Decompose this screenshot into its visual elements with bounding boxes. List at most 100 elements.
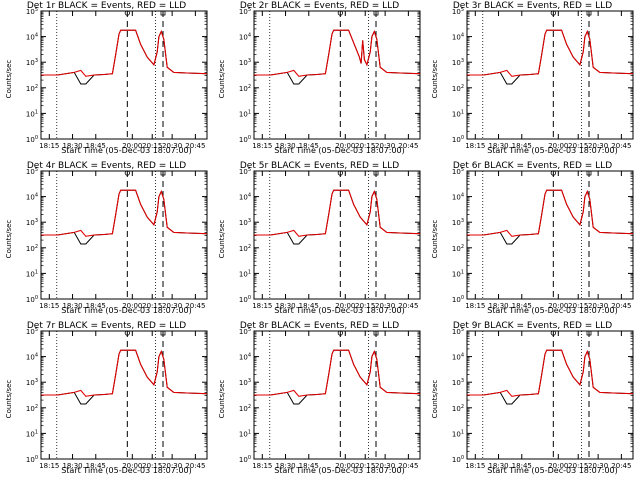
- y-axis-label: Counts/sec: [218, 379, 226, 419]
- x-tick-label: 18:15: [465, 142, 485, 150]
- y-tick-label: 105: [452, 327, 464, 336]
- y-tick-label: 102: [239, 84, 251, 93]
- y-tick-label: 105: [452, 7, 464, 16]
- y-tick-label: 105: [26, 167, 38, 176]
- y-tick-exponent: 2: [35, 244, 38, 250]
- y-tick-label: 104: [452, 193, 464, 202]
- x-tick-label: 18:30: [275, 302, 295, 310]
- y-tick-label: 101: [239, 109, 251, 118]
- series-events-line: [41, 349, 208, 405]
- series-events-line: [467, 349, 634, 405]
- x-tick-label: 20:00: [122, 462, 142, 470]
- y-tick-label: 101: [452, 269, 464, 278]
- x-tick-label: 20:45: [185, 302, 205, 310]
- x-tick-label: 20:15: [355, 302, 375, 310]
- y-tick-label: 102: [239, 404, 251, 413]
- y-tick-label: 103: [26, 218, 38, 227]
- chart-title: Det 5r BLACK = Events, RED = LLD: [239, 161, 400, 171]
- x-tick-label: 20:30: [375, 302, 395, 310]
- x-tick-label: 18:15: [252, 142, 272, 150]
- y-tick-exponent: 3: [461, 378, 464, 384]
- event-marker-d: [586, 330, 592, 336]
- y-tick-label: 103: [452, 58, 464, 67]
- y-tick-exponent: 5: [35, 167, 38, 173]
- event-marker-d: [586, 170, 592, 176]
- event-marker-s: [550, 170, 556, 176]
- chart-panel-6: 100 101 102 103 104 105 18:15 18:30 18:45 20:00 20…: [426, 160, 639, 320]
- y-tick-label: 105: [26, 7, 38, 16]
- y-tick-label: 104: [26, 33, 38, 42]
- y-tick-exponent: 1: [461, 269, 464, 275]
- x-tick-label: 18:45: [512, 142, 532, 150]
- y-axis-label: Counts/sec: [431, 59, 439, 99]
- x-tick-label: 18:45: [299, 462, 319, 470]
- y-axis-label: Counts/sec: [431, 379, 439, 419]
- y-tick-exponent: 3: [248, 218, 251, 224]
- x-tick-label: 18:30: [62, 462, 82, 470]
- x-tick-label: 18:15: [39, 302, 59, 310]
- x-tick-label: 18:45: [86, 142, 106, 150]
- chart-title: Det 1r BLACK = Events, RED = LLD: [26, 1, 187, 11]
- chart-title: Det 3r BLACK = Events, RED = LLD: [452, 1, 613, 11]
- chart-panel-7: 100 101 102 103 104 105 18:15 18:30 18:45 20:00 20…: [0, 320, 213, 480]
- y-tick-exponent: 4: [461, 193, 464, 199]
- y-tick-label: 103: [239, 378, 251, 387]
- y-tick-exponent: 4: [35, 353, 38, 359]
- series-lld-line: [254, 349, 421, 397]
- x-tick-label: 20:15: [142, 302, 162, 310]
- y-tick-label: 104: [26, 353, 38, 362]
- y-tick-exponent: 1: [35, 429, 38, 435]
- x-tick-label: 20:30: [375, 142, 395, 150]
- y-tick-label: 105: [452, 167, 464, 176]
- y-tick-exponent: 5: [35, 327, 38, 333]
- y-tick-label: 101: [26, 109, 38, 118]
- y-tick-label: 101: [452, 429, 464, 438]
- y-axis-label: Counts/sec: [218, 219, 226, 259]
- event-marker-s: [550, 10, 556, 16]
- y-tick-label: 101: [239, 269, 251, 278]
- y-tick-label: 101: [26, 429, 38, 438]
- y-tick-exponent: 2: [461, 244, 464, 250]
- y-tick-exponent: 3: [248, 378, 251, 384]
- y-tick-exponent: 0: [248, 135, 251, 141]
- y-tick-exponent: 2: [248, 84, 251, 90]
- y-tick-exponent: 5: [461, 7, 464, 13]
- y-axis-label: Counts/sec: [5, 379, 13, 419]
- y-tick-label: 100: [26, 295, 38, 304]
- x-tick-label: 20:30: [162, 302, 182, 310]
- series-lld-line: [467, 349, 634, 397]
- x-axis-label: Start Time (05-Dec-03 18:07:00): [61, 466, 192, 475]
- y-tick-exponent: 0: [461, 295, 464, 301]
- x-tick-label: 18:15: [252, 302, 272, 310]
- y-tick-label: 103: [452, 218, 464, 227]
- x-tick-label: 20:30: [588, 462, 608, 470]
- x-tick-label: 20:00: [548, 142, 568, 150]
- series-events-line: [254, 29, 421, 85]
- x-tick-label: 20:15: [568, 142, 588, 150]
- y-tick-label: 100: [239, 455, 251, 464]
- x-tick-label: 20:45: [398, 462, 418, 470]
- x-tick-label: 18:30: [275, 142, 295, 150]
- y-tick-exponent: 3: [35, 378, 38, 384]
- x-tick-label: 18:30: [62, 302, 82, 310]
- x-tick-label: 20:30: [162, 142, 182, 150]
- chart-title: Det 8r BLACK = Events, RED = LLD: [239, 321, 400, 331]
- x-axis-label: Start Time (05-Dec-03 18:07:00): [274, 146, 405, 155]
- y-tick-label: 104: [239, 33, 251, 42]
- y-tick-exponent: 0: [35, 295, 38, 301]
- y-axis-label: Counts/sec: [431, 219, 439, 259]
- y-tick-exponent: 0: [248, 455, 251, 461]
- y-tick-label: 103: [239, 58, 251, 67]
- series-events-line: [254, 189, 421, 245]
- event-marker-s: [124, 330, 130, 336]
- y-tick-label: 100: [452, 135, 464, 144]
- series-events-line: [41, 29, 208, 85]
- x-axis-label: Start Time (05-Dec-03 18:07:00): [61, 306, 192, 315]
- x-tick-label: 18:45: [299, 142, 319, 150]
- y-axis-label: Counts/sec: [5, 219, 13, 259]
- y-tick-label: 102: [452, 84, 464, 93]
